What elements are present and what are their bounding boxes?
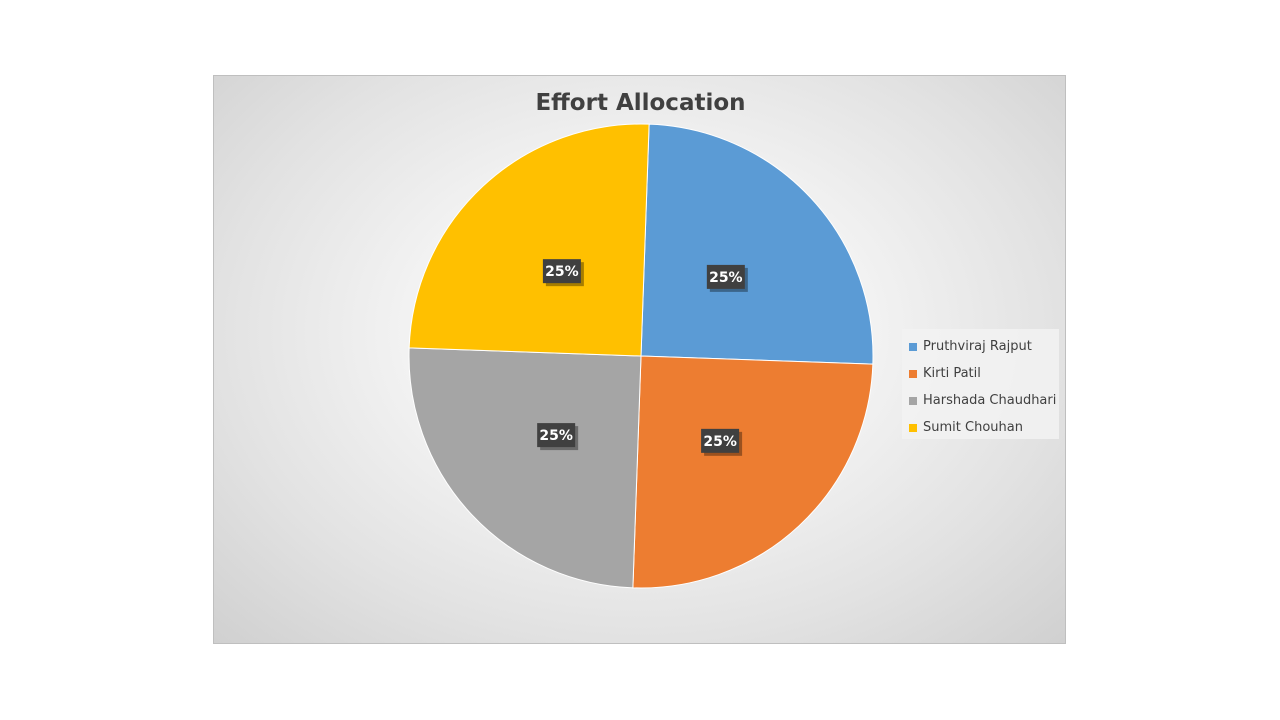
- chart-title: Effort Allocation: [535, 90, 746, 116]
- legend-item-3: Harshada Chaudhari: [909, 387, 1059, 414]
- legend-swatch-2: [909, 369, 917, 378]
- data-label-1: 25%: [706, 264, 748, 292]
- legend-label-1: Pruthviraj Rajput: [923, 339, 1032, 354]
- legend-label-3: Harshada Chaudhari: [923, 393, 1057, 408]
- pie-slice-3: [408, 347, 642, 589]
- chart-area: Effort Allocation 25% 25% 25% 25% Pruthvira…: [213, 75, 1066, 644]
- chart-legend: Pruthviraj Rajput Kirti Patil Harshada Cha…: [902, 329, 1059, 439]
- legend-item-4: Sumit Chouhan: [909, 414, 1059, 441]
- pie-chart: 25% 25% 25% 25%: [408, 123, 874, 589]
- pie-slice-1: [640, 123, 874, 365]
- legend-swatch-4: [909, 423, 917, 432]
- legend-item-1: Pruthviraj Rajput: [909, 333, 1059, 360]
- data-label-text-4: 25%: [545, 264, 579, 280]
- legend-item-2: Kirti Patil: [909, 360, 1059, 387]
- legend-label-4: Sumit Chouhan: [923, 420, 1023, 435]
- data-label-text-1: 25%: [709, 270, 743, 286]
- pie-slice-4: [408, 123, 650, 357]
- data-label-text-3: 25%: [539, 428, 573, 444]
- legend-label-2: Kirti Patil: [923, 366, 981, 381]
- legend-swatch-1: [909, 342, 917, 351]
- data-label-text-2: 25%: [703, 434, 737, 450]
- legend-swatch-3: [909, 396, 917, 405]
- data-label-3: 25%: [537, 423, 579, 451]
- pie-slice-2: [632, 355, 874, 589]
- data-label-2: 25%: [701, 428, 743, 456]
- data-label-4: 25%: [542, 259, 584, 287]
